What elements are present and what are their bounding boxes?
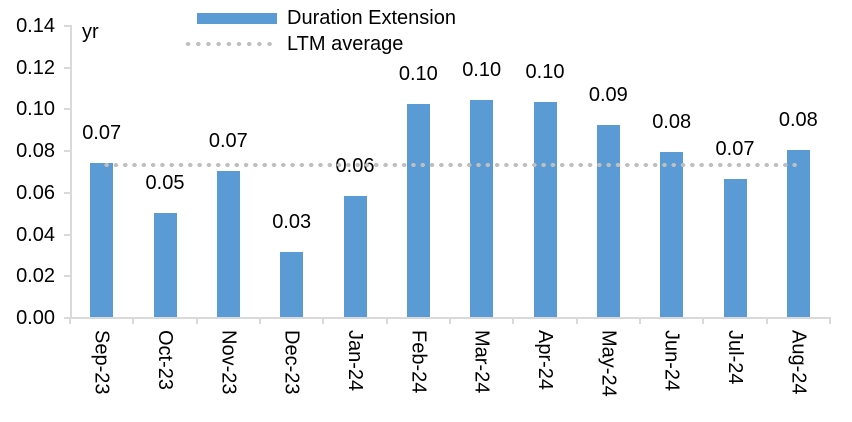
x-axis-tick xyxy=(69,317,71,324)
bar-value-label: 0.07 xyxy=(715,138,755,161)
y-axis-tick xyxy=(64,191,70,194)
bar-feb-24 xyxy=(406,104,430,317)
bar-value-label: 0.10 xyxy=(398,63,438,86)
x-axis-category-label: Dec-23 xyxy=(280,330,303,395)
x-axis-tick xyxy=(195,317,198,324)
bar-value-label: 0.09 xyxy=(588,84,628,107)
bar-dec-23 xyxy=(280,252,304,317)
x-axis-category-label: Nov-23 xyxy=(217,330,240,395)
bar-value-label: 0.07 xyxy=(82,121,122,144)
bar-jun-24 xyxy=(660,152,684,317)
x-axis-tick xyxy=(259,317,261,324)
bar-may-24 xyxy=(596,125,620,317)
legend-item-duration-extension: Duration Extension xyxy=(197,6,456,30)
y-axis-tick-label: 0.04 xyxy=(16,223,55,246)
x-axis-category-label: Jul-24 xyxy=(724,330,746,385)
y-axis-unit-label: yr xyxy=(82,21,99,43)
bar-value-label: 0.08 xyxy=(652,111,692,134)
x-axis-category-label: Jun-24 xyxy=(660,330,683,392)
legend-label-duration-extension: Duration Extension xyxy=(287,7,456,29)
bar-value-label: 0.05 xyxy=(145,171,185,194)
y-axis-tick-label: 0.00 xyxy=(16,307,55,329)
bar-value-label: 0.10 xyxy=(462,59,502,82)
ltm-average-line xyxy=(101,161,799,168)
x-axis-tick xyxy=(575,317,578,324)
x-axis-category-label: Feb-24 xyxy=(407,330,430,394)
legend-item-ltm-average: LTM average xyxy=(183,32,403,56)
bar-value-label: 0.08 xyxy=(778,109,818,132)
y-axis-tick xyxy=(64,317,70,319)
bar-oct-23 xyxy=(153,212,177,317)
y-axis-tick xyxy=(64,108,70,111)
x-axis-category-label: Sep-23 xyxy=(90,330,113,395)
y-axis-tick xyxy=(64,66,70,69)
x-axis-tick xyxy=(385,317,388,324)
x-axis-tick xyxy=(765,317,768,324)
x-axis-category-label: May-24 xyxy=(597,330,620,397)
y-axis-tick-label: 0.02 xyxy=(16,265,55,288)
x-axis-tick xyxy=(322,317,325,324)
y-axis-tick xyxy=(64,233,70,236)
bar-jul-24 xyxy=(723,179,747,317)
bar-value-label: 0.07 xyxy=(208,130,248,152)
x-axis-tick xyxy=(702,317,705,324)
y-axis-tick-label: 0.10 xyxy=(16,98,55,121)
bar-sep-23 xyxy=(90,162,114,317)
y-axis-tick xyxy=(64,275,70,278)
x-axis-tick xyxy=(132,317,135,324)
bar-jan-24 xyxy=(343,196,367,317)
x-axis-tick xyxy=(512,317,515,324)
y-axis-line xyxy=(70,25,72,319)
x-axis-category-label: Aug-24 xyxy=(787,330,810,395)
bar-value-label: 0.10 xyxy=(525,61,565,84)
bar-mar-24 xyxy=(470,100,494,317)
x-axis-category-label: Apr-24 xyxy=(534,330,556,391)
legend-label-ltm-average: LTM average xyxy=(287,33,404,55)
bar-value-label: 0.03 xyxy=(272,211,312,234)
y-axis-tick-label: 0.08 xyxy=(16,140,55,163)
bar-apr-24 xyxy=(533,102,557,317)
bar-series-swatch-icon xyxy=(197,12,277,24)
y-axis-tick-label: 0.14 xyxy=(16,15,55,37)
x-axis-category-label: Oct-23 xyxy=(154,330,176,391)
y-axis-tick-label: 0.06 xyxy=(16,181,55,204)
y-axis-tick-label: 0.12 xyxy=(16,56,55,79)
dotted-line-swatch-icon xyxy=(183,41,275,47)
bar-nov-23 xyxy=(216,171,240,317)
y-axis-tick xyxy=(64,150,70,153)
y-axis-tick xyxy=(64,25,70,27)
x-axis-tick xyxy=(449,317,451,324)
x-axis-tick xyxy=(829,317,831,324)
x-axis-category-label: Jan-24 xyxy=(344,330,366,392)
x-axis-category-label: Mar-24 xyxy=(470,330,493,394)
bar-aug-24 xyxy=(786,150,810,317)
x-axis-tick xyxy=(639,317,641,324)
